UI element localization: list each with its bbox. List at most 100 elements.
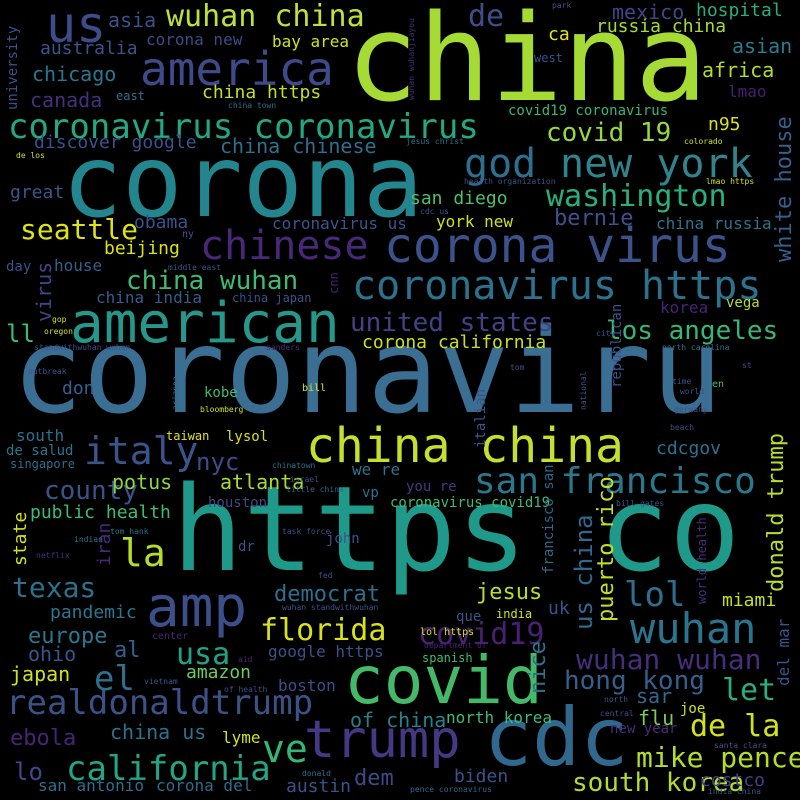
word-white-house: white house <box>772 116 797 262</box>
word-bill-gates: bill gates <box>616 499 665 508</box>
word-little-china: little china <box>286 485 344 494</box>
word-nice: nice <box>526 641 551 694</box>
word-great: great <box>10 182 65 203</box>
word-county: county <box>44 476 138 506</box>
word-covid-19: covid 19 <box>546 118 672 148</box>
word-world-health: world health <box>695 517 709 604</box>
word-korea: korea <box>660 298 709 317</box>
word-canada: canada <box>30 88 103 112</box>
word-ebola: ebola <box>10 726 77 751</box>
word-public-health: public health <box>30 502 171 523</box>
word-san-antonio: san antonio <box>38 776 144 795</box>
word-us-china: us china <box>570 514 598 630</box>
word-pandemic: pandemic <box>50 602 137 623</box>
word-italian: italian <box>473 388 489 448</box>
word-lysol: lysol <box>226 429 269 445</box>
word-wuhan-wuhan: wuhan wuhan <box>576 643 762 676</box>
word-wuhan-standwithwuhan: wuhan standwithwuhan <box>282 603 379 612</box>
word-trump: trump <box>304 710 461 770</box>
word-covid19: covid19 <box>418 617 545 652</box>
word-ca: ca <box>548 24 570 45</box>
word-chicago: chicago <box>32 62 117 86</box>
word-usa: usa <box>176 637 231 672</box>
word-corona-california: corona california <box>362 332 547 353</box>
word-bay-area: bay area <box>272 32 350 51</box>
word-sar: sar <box>636 684 673 708</box>
word-south-korea: south korea <box>572 768 745 798</box>
word-boston: boston <box>278 676 336 695</box>
word-new-york: new york <box>560 141 753 187</box>
word-covid19-coronavirus: covid19 coronavirus <box>508 103 669 119</box>
word-corona: corona <box>62 123 424 240</box>
word-santa-clara: santa clara <box>714 741 767 750</box>
word-we-re: we re <box>352 460 401 479</box>
word-coronavirus-us: coronavirus us <box>272 214 407 233</box>
word-los-angeles: los angeles <box>606 316 779 346</box>
word-la: la <box>120 531 166 575</box>
word-donald: donald <box>302 769 331 778</box>
word-donald-trump: donald trump <box>764 433 789 592</box>
word-west: west <box>534 51 563 65</box>
word-corona-virus: corona virus <box>384 218 731 274</box>
word-obama: obama <box>134 212 189 233</box>
word-pence-coronavirus: pence coronavirus <box>410 785 492 794</box>
word-york-new: york new <box>436 212 514 231</box>
word-florida: florida <box>260 613 387 648</box>
word-san-francisco: san francisco <box>474 461 756 502</box>
word-vp: vp <box>362 485 379 501</box>
word-taiwan: taiwan <box>166 429 210 443</box>
word-spanish: spanish <box>422 651 473 665</box>
word-lo: lo <box>14 758 43 786</box>
word-beijing: beijing <box>104 238 180 259</box>
word-puerto-rico: puerto rico <box>594 476 619 622</box>
word-hospital: hospital <box>696 0 783 21</box>
word-american: american <box>70 291 340 356</box>
word-ny: ny <box>182 229 195 240</box>
word-tom: tom <box>510 363 525 372</box>
word-de: de <box>468 0 505 34</box>
word-china: china <box>346 0 708 129</box>
word-gop: gop <box>52 315 67 324</box>
word-covid: covid <box>344 642 543 719</box>
word-austin: austin <box>286 776 352 797</box>
word-europe: europe <box>28 624 108 649</box>
word-china-wuhan: china wuhan <box>126 266 299 296</box>
word-atlanta: atlanta <box>220 470 305 494</box>
word-us: us <box>46 0 107 54</box>
word-costco: costco <box>700 770 766 791</box>
word-texas: texas <box>12 571 97 604</box>
word-south: south <box>16 426 65 445</box>
word-asian: asian <box>732 34 793 58</box>
word-you-re: you re <box>406 479 457 495</box>
word-china-us: china us <box>110 720 207 744</box>
word-wuhan-wuhanjiayou: wuhan wuhanjiayou <box>407 18 416 100</box>
word-university: university <box>5 25 21 110</box>
word-world: world <box>680 387 705 396</box>
word-aid: aid <box>238 655 253 664</box>
word-north-carolina: north carolina <box>662 343 730 352</box>
word-new-year: new year <box>610 721 678 737</box>
word-netflix: netflix <box>36 551 70 560</box>
word-san-diego: san diego <box>410 188 508 209</box>
word-singapore: singapore <box>10 457 76 471</box>
word-america: america <box>140 42 334 96</box>
word-vietnam: vietnam <box>144 677 178 686</box>
word-health-organization: health organization <box>464 177 556 186</box>
word-st: st <box>742 361 752 370</box>
word-washington: washington <box>546 179 727 214</box>
word-coronavirus-covid19: coronavirus covid19 <box>390 495 551 511</box>
word-india: india <box>496 607 533 621</box>
word-national: national <box>579 371 588 410</box>
word-chinese: chinese <box>200 223 369 269</box>
word-china-chinese: china chinese <box>220 134 377 158</box>
word-oregon: oregon <box>44 327 73 336</box>
word-ll: ll <box>6 320 35 348</box>
word-north-korea: north korea <box>446 708 552 727</box>
word-republican: republican <box>609 303 625 388</box>
word-mike-pence: mike pence <box>636 741 800 774</box>
word-john: john <box>326 531 360 547</box>
word-el: el <box>94 659 135 699</box>
word-god: god <box>464 141 537 187</box>
word-australia: australia <box>40 38 138 59</box>
word-coronavirus-https: coronavirus https <box>352 263 762 309</box>
